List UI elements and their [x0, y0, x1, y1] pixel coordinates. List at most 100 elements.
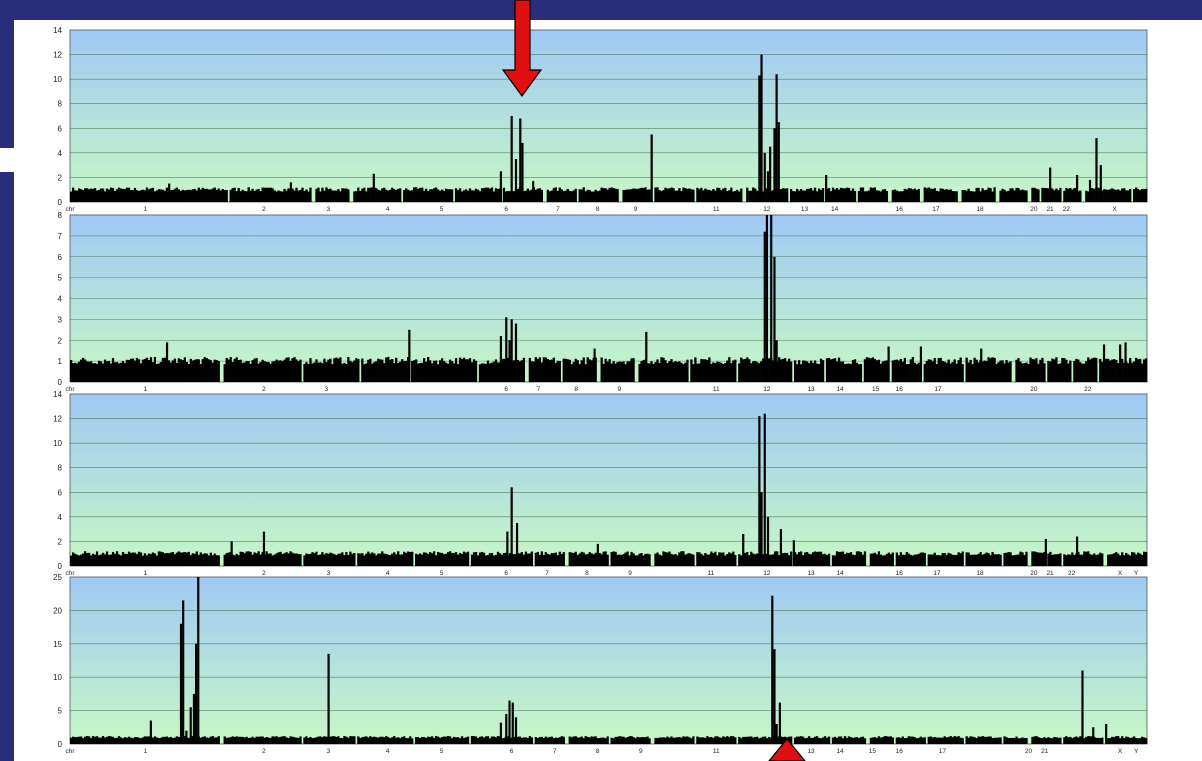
- baseline-bar: [614, 188, 617, 202]
- baseline-bar: [211, 555, 214, 566]
- baseline-bar: [446, 363, 450, 382]
- baseline-bar: [1127, 736, 1130, 744]
- baseline-bar: [175, 187, 178, 202]
- baseline-bar: [419, 553, 422, 566]
- x-tick-label: 8: [574, 386, 578, 393]
- baseline-bar: [833, 358, 837, 382]
- baseline-bar: [897, 191, 900, 202]
- slide-background-top: [14, 0, 1202, 20]
- baseline-bar: [1113, 553, 1116, 566]
- y-tick-label: 0: [58, 562, 63, 571]
- baseline-bar: [371, 552, 374, 566]
- baseline-bar: [111, 551, 115, 566]
- baseline-bar: [277, 360, 280, 382]
- baseline-bar: [784, 358, 787, 382]
- baseline-bar: [875, 737, 879, 744]
- baseline-bar: [724, 555, 727, 566]
- baseline-bar: [492, 191, 496, 202]
- baseline-bar: [1131, 552, 1134, 566]
- baseline-bar: [734, 554, 737, 566]
- baseline-bar: [1089, 554, 1092, 566]
- baseline-bar: [1037, 737, 1040, 744]
- baseline-bar: [496, 736, 500, 744]
- baseline-bar: [239, 191, 242, 202]
- baseline-bar: [271, 555, 274, 566]
- baseline-bar: [470, 362, 474, 382]
- baseline-bar: [267, 187, 270, 202]
- baseline-bar: [913, 188, 916, 202]
- baseline-bar: [748, 736, 751, 744]
- baseline-bar: [578, 737, 581, 744]
- baseline-bar: [893, 189, 896, 202]
- peak-bar: [919, 346, 923, 382]
- baseline-bar: [853, 359, 857, 382]
- baseline-bar: [813, 360, 817, 382]
- baseline-bar: [1099, 358, 1102, 382]
- baseline-bar: [696, 187, 699, 202]
- x-tick-label: 16: [896, 570, 904, 577]
- baseline-bar: [1041, 357, 1044, 382]
- baseline-bar: [935, 737, 938, 744]
- baseline-bar: [506, 190, 510, 202]
- baseline-bar: [331, 553, 334, 566]
- baseline-bar: [590, 191, 593, 202]
- baseline-bar: [634, 555, 637, 566]
- x-tick-label: chr: [65, 570, 75, 577]
- baseline-bar: [281, 553, 284, 566]
- baseline-bar: [981, 188, 984, 202]
- y-tick-label: 2: [58, 173, 63, 182]
- baseline-bar: [724, 737, 727, 744]
- peak-bar: [185, 730, 188, 744]
- peak-bar: [773, 128, 776, 202]
- baseline-bar: [249, 551, 252, 566]
- baseline-bar: [474, 736, 478, 744]
- baseline-bar: [951, 554, 954, 566]
- baseline-bar: [456, 190, 460, 202]
- baseline-bar: [997, 737, 1000, 744]
- y-tick-label: 10: [53, 673, 62, 682]
- baseline-bar: [99, 188, 103, 202]
- baseline-bar: [171, 737, 175, 744]
- baseline-bar: [674, 190, 677, 202]
- baseline-bar: [704, 737, 707, 744]
- baseline-bar: [851, 737, 855, 744]
- baseline-bar: [357, 736, 360, 744]
- baseline-bar: [70, 737, 73, 744]
- baseline-bar: [448, 551, 452, 566]
- baseline-bar: [450, 189, 454, 202]
- baseline-bar: [299, 359, 302, 382]
- peak-bar: [777, 122, 780, 202]
- baseline-bar: [949, 363, 952, 382]
- baseline-bar: [782, 358, 785, 382]
- baseline-bar: [602, 551, 605, 566]
- baseline-bar: [600, 187, 603, 202]
- baseline-bar: [177, 358, 180, 382]
- baseline-bar: [145, 187, 149, 202]
- baseline-bar: [1045, 188, 1048, 202]
- baseline-bar: [879, 737, 883, 744]
- baseline-bar: [580, 551, 583, 566]
- baseline-bar: [137, 190, 141, 202]
- baseline-bar: [728, 190, 731, 202]
- baseline-bar: [568, 359, 571, 382]
- baseline-bar: [147, 189, 151, 202]
- baseline-bar: [123, 737, 127, 744]
- baseline-bar: [556, 190, 559, 202]
- baseline-bar: [502, 737, 506, 744]
- peak-bar: [499, 722, 502, 744]
- baseline-bar: [355, 191, 358, 202]
- baseline-bar: [933, 358, 936, 382]
- baseline-bar: [1057, 737, 1060, 744]
- baseline-bar: [829, 191, 833, 202]
- x-tick-label: 5: [440, 748, 444, 755]
- baseline-bar: [696, 363, 699, 382]
- peak-bar: [262, 531, 266, 566]
- baseline-bar: [744, 736, 747, 744]
- baseline-bar: [883, 360, 887, 382]
- baseline-bar: [339, 191, 342, 202]
- baseline-bar: [77, 361, 81, 382]
- baseline-bar: [476, 189, 480, 202]
- baseline-bar: [903, 554, 906, 566]
- peak-bar: [515, 523, 519, 566]
- baseline-bar: [494, 188, 498, 202]
